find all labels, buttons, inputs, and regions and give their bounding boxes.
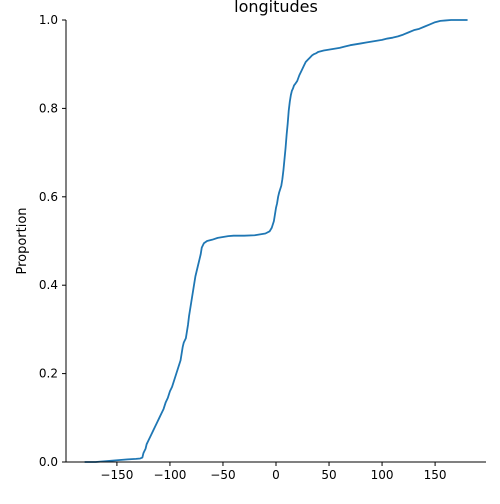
y-tick-label: 0.0 (39, 455, 58, 469)
y-tick-label: 0.4 (39, 278, 58, 292)
y-tick-label: 0.2 (39, 367, 58, 381)
x-tick-label: 100 (371, 468, 394, 482)
x-tick-label: −150 (100, 468, 133, 482)
ticks-layer: −150 −100 −50 0 50 100 150 0.0 0.2 0.4 0.6 0.8 1.0 (39, 13, 447, 482)
x-tick-label: 50 (321, 468, 336, 482)
ecdf-line (84, 19, 468, 463)
x-tick-label: 150 (424, 468, 447, 482)
y-tick-label: 0.6 (39, 190, 58, 204)
y-tick-label: 1.0 (39, 13, 58, 27)
y-tick-label: 0.8 (39, 101, 58, 115)
x-tick-label: −100 (153, 468, 186, 482)
x-tick-label: −50 (210, 468, 235, 482)
x-tick-label: 0 (272, 468, 280, 482)
chart-title: longitudes (234, 0, 318, 16)
y-axis-label: Proportion (15, 207, 30, 274)
